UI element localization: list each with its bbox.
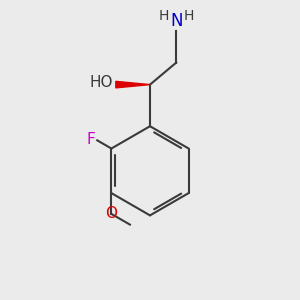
Text: H: H bbox=[184, 9, 194, 23]
Polygon shape bbox=[116, 81, 150, 88]
Text: O: O bbox=[105, 206, 117, 221]
Text: H: H bbox=[158, 9, 169, 23]
Text: HO: HO bbox=[90, 75, 113, 90]
Text: N: N bbox=[170, 12, 182, 30]
Text: F: F bbox=[87, 132, 96, 147]
